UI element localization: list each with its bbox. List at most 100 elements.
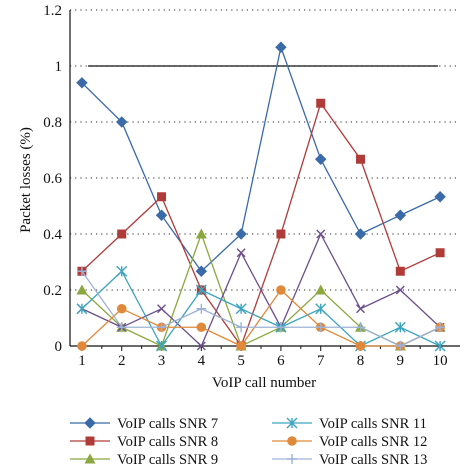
marker-stroke	[286, 417, 298, 429]
data-point	[394, 321, 406, 333]
data-point	[196, 322, 207, 333]
legend-item: VoIP calls SNR 9	[70, 452, 218, 468]
data-point	[275, 322, 286, 333]
data-point	[275, 41, 287, 53]
y-tick-label: 1.2	[43, 3, 62, 19]
legend-marker	[84, 417, 96, 429]
data-point	[276, 285, 286, 295]
x-tick-label: 3	[158, 353, 166, 369]
x-tick-label: 9	[397, 353, 405, 369]
x-tick-label: 8	[357, 353, 365, 369]
legend-label: VoIP calls SNR 11	[319, 416, 427, 432]
series-line	[81, 44, 441, 273]
legend-label: VoIP calls SNR 8	[117, 434, 218, 450]
data-point	[196, 303, 207, 314]
data-point	[195, 284, 207, 296]
legend-marker	[84, 453, 96, 464]
data-point	[157, 304, 167, 314]
data-point	[236, 322, 247, 333]
marker-stroke	[395, 285, 405, 295]
y-tick-label: 0.6	[43, 171, 62, 187]
series-line	[81, 289, 441, 347]
marker-stroke	[76, 303, 88, 315]
data-point	[76, 284, 88, 295]
x-tick-label: 4	[198, 353, 206, 369]
series-line	[81, 232, 441, 348]
data-point	[77, 341, 87, 351]
marker-stroke	[156, 322, 167, 333]
series-voip-calls-snr-7	[76, 41, 446, 277]
series-voip-calls-snr-13	[76, 266, 446, 351]
y-tick-label: 0.2	[43, 283, 62, 299]
marker-stroke	[355, 322, 366, 333]
legend-marker	[85, 436, 95, 446]
data-point	[276, 229, 286, 239]
marker-stroke	[275, 322, 286, 333]
legend-marker	[286, 417, 298, 429]
marker-stroke	[236, 248, 246, 258]
data-point	[395, 285, 405, 295]
data-point	[76, 77, 88, 89]
marker-stroke	[316, 229, 326, 239]
marker-stroke	[76, 266, 87, 277]
x-tick-label: 10	[433, 353, 448, 369]
data-point	[76, 303, 88, 315]
data-point	[315, 153, 327, 165]
marker-stroke	[287, 454, 297, 464]
axes	[69, 10, 460, 351]
data-point	[235, 303, 247, 315]
data-point	[395, 266, 405, 276]
marker-stroke	[196, 303, 207, 314]
legend-label: VoIP calls SNR 9	[117, 452, 218, 468]
legend-marker	[287, 436, 297, 446]
y-tick-labels: 0 0.2 0.4 0.6 0.8 1 1.2	[43, 3, 62, 355]
data-point	[354, 228, 367, 240]
legend-item: VoIP calls SNR 11	[272, 416, 427, 432]
marker-stroke	[116, 265, 128, 277]
marker-stroke	[315, 322, 326, 333]
grid-lines	[70, 9, 460, 291]
series-voip-calls-snr-11	[76, 265, 446, 352]
y-tick-label: 0	[55, 339, 63, 355]
legend-item: VoIP calls SNR 8	[70, 434, 218, 450]
data-point	[315, 284, 327, 295]
data-point	[116, 322, 127, 333]
data-point	[434, 340, 446, 352]
legend-item: VoIP calls SNR 12	[272, 434, 427, 450]
data-point	[196, 341, 206, 351]
data-point	[434, 191, 446, 203]
marker-stroke	[395, 341, 406, 351]
data-point	[116, 116, 128, 128]
data-point	[195, 265, 208, 277]
data-series	[76, 41, 446, 352]
data-point	[356, 154, 366, 164]
x-tick-label: 2	[118, 353, 126, 369]
data-point	[315, 322, 326, 333]
series-line	[81, 270, 441, 347]
x-tick-labels: 1 2 3 4 5 6 7 8 9 10	[78, 353, 447, 369]
marker-stroke	[356, 304, 366, 314]
marker-stroke	[315, 303, 327, 315]
data-point	[435, 322, 446, 333]
y-tick-label: 0.8	[43, 115, 62, 131]
data-point	[117, 229, 127, 239]
x-tick-label: 5	[237, 353, 245, 369]
y-axis-title: Packet losses (%)	[18, 127, 34, 233]
data-point	[315, 303, 327, 315]
marker-stroke	[196, 341, 206, 351]
marker-stroke	[236, 322, 247, 333]
series-line	[81, 270, 441, 348]
data-point	[157, 192, 167, 202]
marker-stroke	[235, 303, 247, 315]
data-point	[235, 228, 247, 240]
data-point	[316, 229, 326, 239]
x-tick-label: 7	[317, 353, 325, 369]
data-point	[355, 341, 366, 351]
marker-stroke	[435, 322, 446, 333]
marker-stroke	[195, 284, 207, 296]
data-point	[116, 265, 128, 277]
legend-item: VoIP calls SNR 13	[272, 452, 427, 468]
data-point	[395, 341, 406, 351]
data-point	[156, 322, 167, 333]
